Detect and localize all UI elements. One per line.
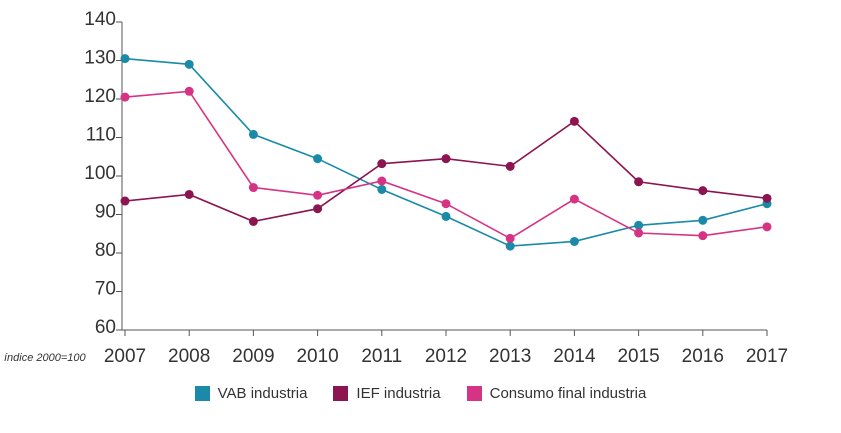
data-point (377, 176, 387, 186)
data-point (569, 194, 579, 204)
legend-item-3: Consumo final industria (466, 385, 647, 402)
legend-label: IEF industria (356, 385, 441, 402)
data-point (569, 236, 579, 246)
x-tick-label: 2010 (296, 346, 338, 367)
data-point (184, 86, 194, 96)
x-tick-label: 2008 (168, 346, 210, 367)
legend-label: VAB industria (217, 385, 308, 402)
data-point (505, 233, 515, 243)
x-tick-label: 2014 (553, 346, 596, 367)
data-point (634, 220, 644, 230)
data-point (441, 154, 451, 164)
x-tick-label: 2007 (104, 346, 146, 367)
y-tick-label: 70 (95, 279, 116, 300)
data-point (184, 59, 194, 69)
x-tick-label: 2011 (361, 346, 402, 367)
legend-swatch (466, 386, 482, 401)
data-point (184, 189, 194, 199)
data-point (441, 199, 451, 209)
legend-swatch (194, 386, 210, 401)
legend-label: Consumo final industria (489, 385, 647, 402)
axes: 60 70 80 90 100 110 120 130 140 2007 2008 2009 2010 2… (84, 9, 788, 367)
data-point (441, 211, 451, 221)
data-point (248, 216, 258, 226)
data-point (698, 186, 708, 196)
data-point (569, 116, 579, 126)
y-tick-label: 140 (84, 9, 116, 30)
x-tick-label: 2013 (489, 346, 531, 367)
data-point (377, 184, 387, 194)
data-point (505, 161, 515, 171)
data-point (505, 241, 515, 251)
data-point (248, 183, 258, 193)
y-tick-label: 130 (84, 48, 116, 69)
data-point (313, 154, 323, 164)
x-tick-label: 2017 (746, 346, 788, 367)
legend-item-2: IEF industria (333, 385, 441, 402)
data-point (313, 190, 323, 200)
data-point (762, 222, 772, 232)
data-point (634, 228, 644, 238)
y-tick-label: 90 (95, 202, 116, 223)
y-tick-label: 120 (84, 86, 116, 107)
index-note: índice 2000=100 (4, 352, 87, 364)
y-tick-label: 60 (95, 317, 116, 338)
x-tick-label: 2015 (617, 346, 659, 367)
legend-swatch (333, 386, 349, 401)
data-point (313, 204, 323, 214)
data-point (698, 231, 708, 241)
x-tick-label: 2016 (682, 346, 724, 367)
data-point (248, 129, 258, 139)
y-tick-label: 110 (86, 125, 116, 146)
x-tick-label: 2012 (425, 346, 467, 367)
data-point (120, 92, 130, 102)
x-tick-label: 2009 (232, 346, 274, 367)
data-point (120, 54, 130, 64)
data-point (762, 193, 772, 203)
data-point (634, 177, 644, 187)
y-tick-label: 80 (95, 240, 116, 261)
data-point (377, 159, 387, 169)
data-point (120, 196, 130, 206)
legend-item-1: VAB industria (194, 385, 308, 402)
chart: 60 70 80 90 100 110 120 130 140 2007 2008 2009 2010 2… (4, 9, 788, 367)
series-points (120, 54, 772, 251)
y-tick-label: 100 (84, 163, 116, 184)
data-point (698, 215, 708, 225)
legend: VAB industria IEF industria Consumo final … (0, 385, 841, 402)
